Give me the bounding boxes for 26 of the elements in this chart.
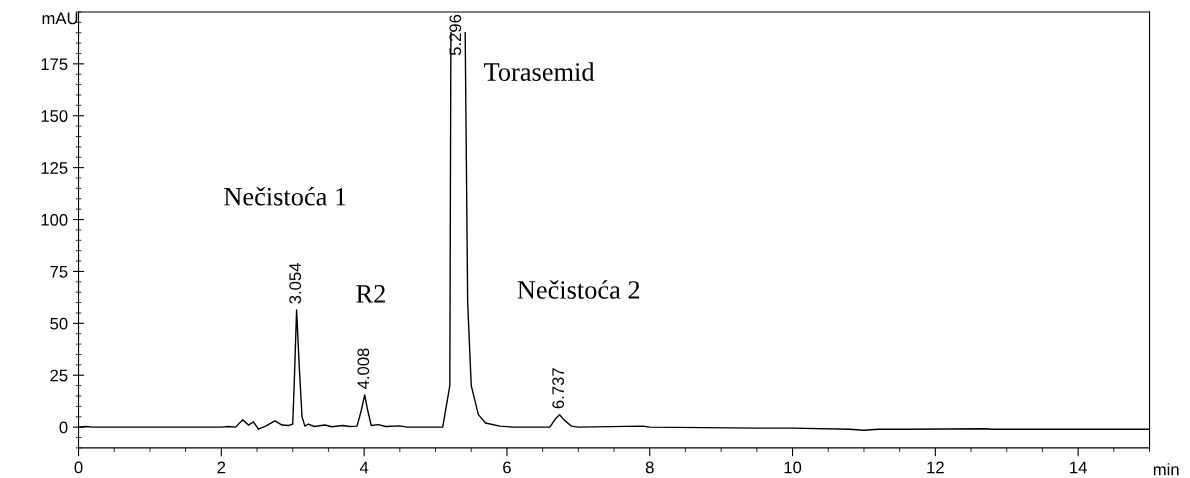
annotation: R2 [356, 285, 385, 303]
annotation: 4.008 [357, 348, 370, 390]
y-axis-title: mAU [42, 12, 78, 25]
annotation: Nečistoća 1 [224, 186, 346, 206]
annotation: 6.737 [552, 368, 565, 409]
x-tick-label: 6 [503, 461, 511, 474]
y-tick-label: 150 [41, 110, 68, 122]
x-tick-label: 12 [927, 461, 944, 474]
annotation: Torasemid [484, 62, 595, 81]
x-tick-label: 8 [645, 461, 654, 474]
annotation: 3.054 [289, 263, 302, 304]
y-tick-label: 25 [50, 369, 68, 382]
y-tick-label: 0 [59, 421, 68, 434]
x-tick-label: 14 [1070, 461, 1087, 474]
y-tick-label: 175 [41, 58, 68, 71]
y-tick-label: 125 [41, 162, 68, 174]
y-tick-label: 50 [50, 317, 68, 330]
annotation: Nečistoća 2 [517, 280, 640, 299]
x-tick-label: 0 [74, 461, 83, 474]
x-tick-label: 2 [217, 461, 226, 474]
x-axis-title: min [1153, 463, 1179, 476]
y-tick-label: 75 [50, 266, 68, 278]
annotation: 5.296 [449, 14, 462, 56]
x-tick-label: 10 [784, 461, 802, 474]
y-tick-label: 100 [41, 213, 68, 226]
x-tick-label: 4 [359, 461, 369, 474]
